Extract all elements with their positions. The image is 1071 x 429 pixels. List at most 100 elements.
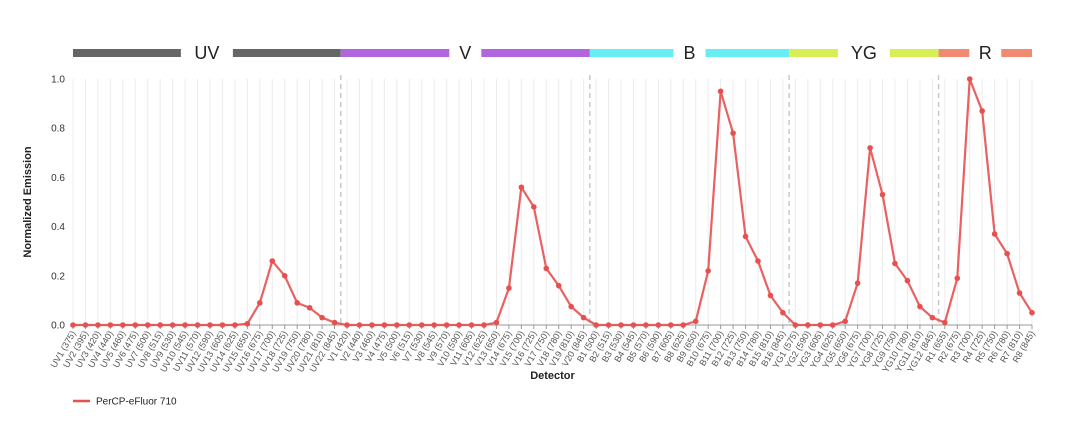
data-point[interactable]	[1029, 309, 1035, 316]
data-point[interactable]	[468, 322, 475, 328]
data-point[interactable]	[867, 145, 873, 151]
data-point[interactable]	[705, 268, 711, 274]
x-axis-title: Detector	[530, 370, 575, 382]
data-point[interactable]	[418, 322, 425, 328]
data-point[interactable]	[194, 322, 201, 328]
data-point[interactable]	[717, 88, 724, 95]
data-point[interactable]	[356, 322, 363, 328]
data-point[interactable]	[829, 322, 836, 328]
y-axis-ticks: 0.0 0.2 0.4 0.6 0.8 1.0	[51, 75, 65, 332]
data-point[interactable]	[406, 322, 413, 328]
data-point[interactable]	[169, 322, 176, 328]
laser-separators	[340, 75, 940, 325]
y-tick-label: 0.4	[51, 222, 65, 233]
data-point[interactable]	[244, 320, 251, 327]
data-point[interactable]	[780, 309, 786, 316]
data-point[interactable]	[730, 130, 736, 136]
data-point[interactable]	[132, 322, 139, 328]
series-group	[70, 76, 1035, 328]
data-point[interactable]	[95, 322, 101, 328]
data-point[interactable]	[605, 322, 612, 328]
data-point[interactable]	[269, 258, 276, 264]
data-point[interactable]	[381, 322, 388, 328]
data-point[interactable]	[630, 322, 637, 328]
data-point[interactable]	[979, 108, 985, 114]
data-point[interactable]	[755, 258, 761, 264]
data-point[interactable]	[792, 322, 799, 328]
laser-band-uv-left	[73, 49, 181, 57]
data-point[interactable]	[207, 322, 213, 328]
data-point[interactable]	[506, 285, 512, 291]
y-tick-label: 1.0	[51, 75, 65, 86]
data-point[interactable]	[892, 260, 898, 267]
data-point[interactable]	[82, 322, 89, 328]
y-tick-label: 0.6	[51, 173, 65, 184]
data-point[interactable]	[879, 191, 886, 198]
data-point[interactable]	[144, 322, 151, 328]
data-point[interactable]	[182, 322, 188, 328]
laser-band-v-left	[340, 49, 450, 57]
data-point[interactable]	[257, 300, 263, 306]
laser-band-r-left	[938, 49, 970, 57]
legend[interactable]: PerCP-eFluor 710	[73, 397, 177, 408]
data-point[interactable]	[294, 300, 300, 306]
data-point[interactable]	[331, 319, 338, 326]
data-point[interactable]	[767, 292, 774, 299]
data-point[interactable]	[643, 322, 649, 328]
y-tick-label: 0.8	[51, 124, 65, 135]
data-point[interactable]	[580, 314, 587, 321]
data-point[interactable]	[157, 322, 163, 328]
laser-label-uv: UV	[194, 43, 219, 63]
data-point[interactable]	[842, 318, 848, 325]
y-tick-label: 0.2	[51, 271, 65, 282]
vertical-gridlines	[72, 79, 1033, 325]
data-point[interactable]	[904, 277, 911, 284]
data-point[interactable]	[306, 304, 313, 311]
data-point[interactable]	[493, 319, 500, 326]
data-point[interactable]	[456, 322, 462, 328]
data-point[interactable]	[555, 282, 562, 289]
laser-band-yg-right	[889, 49, 939, 57]
data-point[interactable]	[1016, 290, 1023, 296]
data-point[interactable]	[817, 322, 824, 328]
data-point[interactable]	[232, 322, 238, 328]
data-point[interactable]	[219, 322, 226, 328]
data-point[interactable]	[942, 319, 948, 326]
data-point[interactable]	[481, 322, 487, 328]
data-point[interactable]	[531, 204, 537, 210]
data-point[interactable]	[281, 273, 288, 279]
data-point[interactable]	[929, 314, 936, 321]
data-point[interactable]	[805, 322, 811, 328]
data-point[interactable]	[692, 318, 699, 325]
data-point[interactable]	[917, 303, 923, 310]
laser-label-b: B	[683, 43, 695, 63]
data-point[interactable]	[394, 322, 400, 328]
data-point[interactable]	[680, 322, 687, 328]
laser-band-v-right	[481, 49, 590, 57]
data-point[interactable]	[618, 322, 624, 328]
laser-band-b-left	[589, 49, 674, 57]
laser-band-uv-right	[232, 49, 341, 57]
data-point[interactable]	[568, 303, 574, 310]
data-point[interactable]	[668, 322, 674, 328]
data-point[interactable]	[543, 265, 550, 272]
data-point[interactable]	[991, 231, 998, 237]
data-point[interactable]	[966, 76, 973, 82]
data-point[interactable]	[742, 233, 749, 240]
data-point[interactable]	[319, 314, 325, 321]
data-point[interactable]	[854, 280, 861, 286]
data-point[interactable]	[954, 275, 961, 282]
data-point[interactable]	[431, 322, 437, 328]
data-point[interactable]	[1004, 250, 1010, 257]
data-point[interactable]	[70, 322, 76, 328]
data-point[interactable]	[120, 322, 126, 328]
laser-band-b-right	[705, 49, 790, 57]
data-point[interactable]	[344, 322, 350, 328]
data-point[interactable]	[593, 322, 599, 328]
data-point[interactable]	[655, 322, 662, 328]
data-point[interactable]	[443, 322, 450, 328]
data-point[interactable]	[518, 184, 525, 191]
data-point[interactable]	[369, 322, 375, 328]
data-point[interactable]	[107, 322, 114, 328]
